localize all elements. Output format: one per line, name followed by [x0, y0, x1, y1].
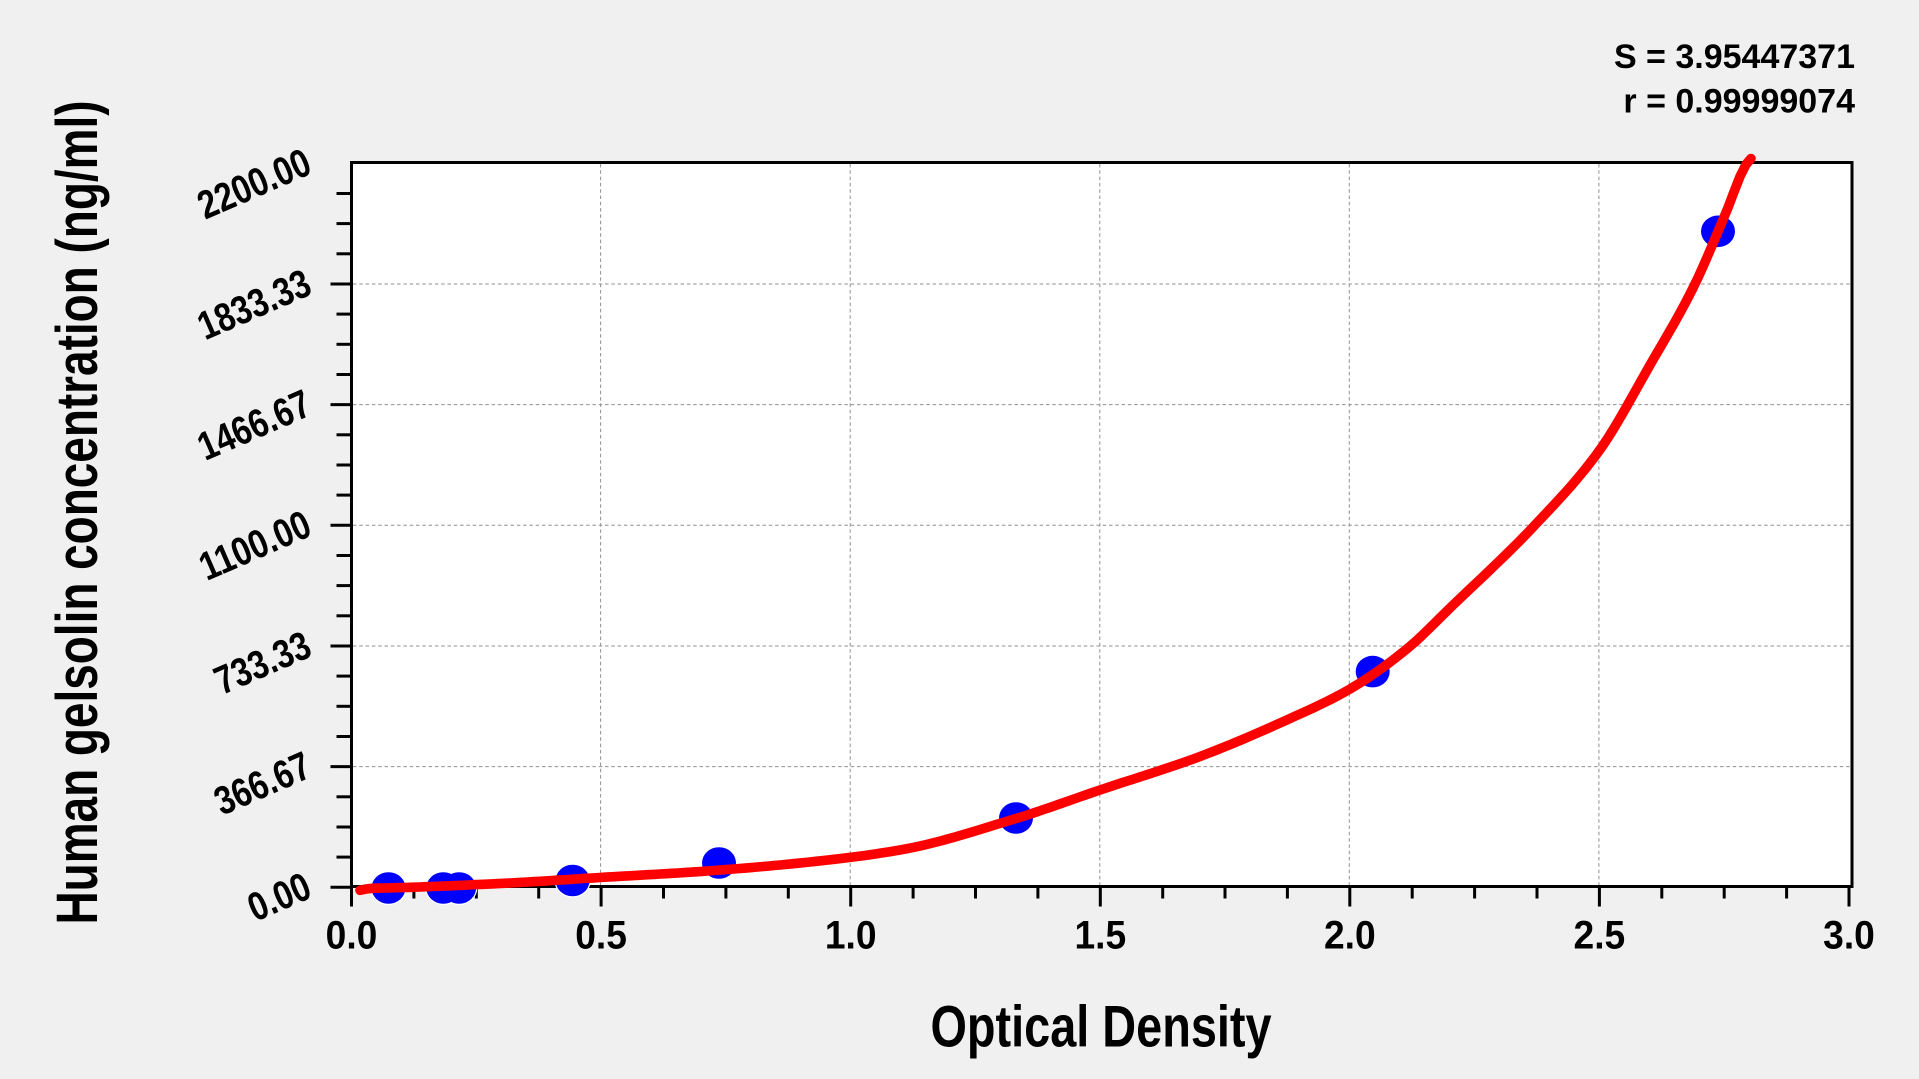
svg-text:2.5: 2.5 — [1574, 913, 1626, 958]
svg-text:1.5: 1.5 — [1074, 913, 1126, 958]
svg-text:2.0: 2.0 — [1324, 913, 1376, 958]
svg-text:0.0: 0.0 — [326, 913, 378, 958]
svg-text:S = 3.95447371: S = 3.95447371 — [1614, 38, 1855, 76]
svg-text:Human gelsolin concentration (: Human gelsolin concentration (ng/ml) — [46, 100, 110, 924]
svg-text:r = 0.99999074: r = 0.99999074 — [1623, 82, 1855, 120]
svg-text:1.0: 1.0 — [825, 913, 877, 958]
svg-text:Optical Density: Optical Density — [930, 995, 1272, 1060]
svg-text:3.0: 3.0 — [1823, 913, 1875, 958]
svg-text:0.5: 0.5 — [575, 913, 627, 958]
